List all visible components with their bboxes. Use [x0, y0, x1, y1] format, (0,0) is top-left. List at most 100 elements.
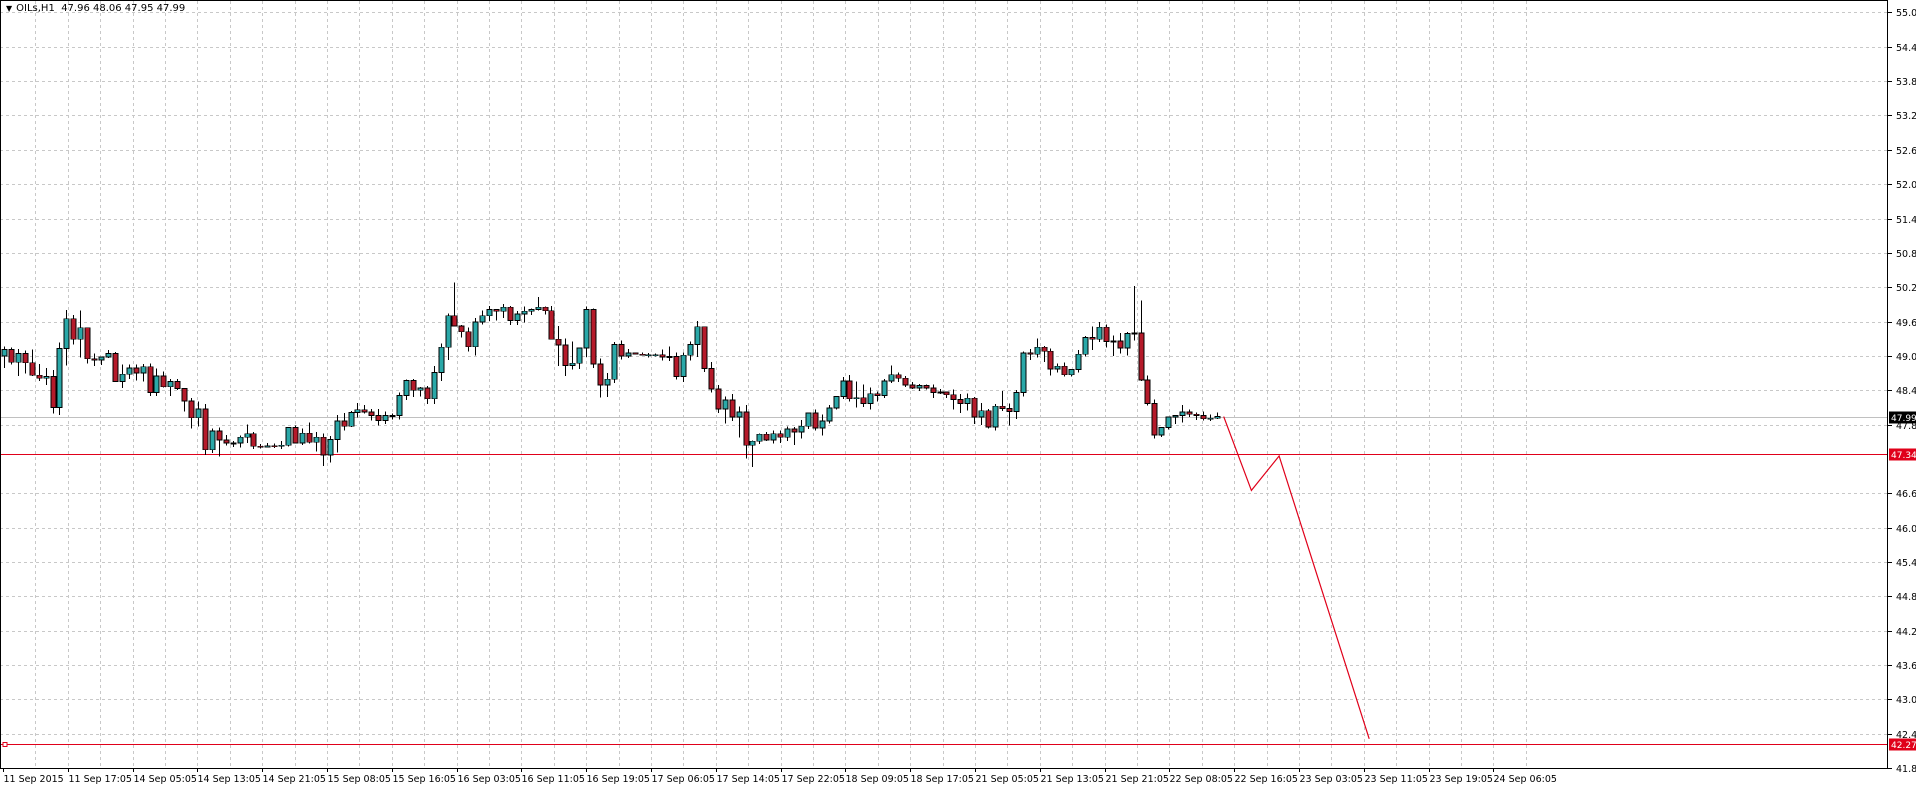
- candle-body: [451, 315, 458, 327]
- candle: [1207, 414, 1214, 422]
- time-axis[interactable]: 11 Sep 2015 11 Sep 17:05 14 Sep 05:05 14 Se…: [3, 768, 1557, 785]
- symbol-timeframe: OILs,H1: [16, 3, 55, 14]
- candle: [354, 402, 361, 418]
- dropdown-triangle-icon[interactable]: ▼: [6, 4, 13, 13]
- plot-frame: [0, 0, 1888, 769]
- candle: [237, 435, 244, 448]
- x-tick-label: 17 Sep 22:05: [782, 774, 845, 784]
- candle-body: [791, 428, 798, 433]
- candle-body: [514, 313, 521, 321]
- candle: [625, 349, 632, 359]
- x-tick-label: 18 Sep 09:05: [846, 774, 909, 784]
- candle: [1186, 409, 1193, 418]
- candle: [687, 341, 694, 361]
- candle-body: [105, 353, 112, 358]
- candle: [888, 365, 895, 383]
- candle: [1, 346, 8, 368]
- candle-body: [91, 358, 98, 361]
- candle-body: [521, 310, 528, 315]
- y-tick-label: 54.45: [1896, 43, 1916, 54]
- candle: [1089, 326, 1096, 351]
- candle-body: [1061, 365, 1068, 376]
- candle-body: [812, 412, 819, 429]
- current-price-text: 47.99: [1891, 414, 1916, 424]
- candle: [1165, 416, 1172, 430]
- candle-body: [943, 391, 950, 396]
- x-tick-label: 18 Sep 17:05: [911, 774, 974, 784]
- candle-body: [542, 306, 549, 312]
- candle: [112, 351, 119, 383]
- candle: [978, 402, 985, 426]
- candle: [320, 433, 327, 466]
- candle: [666, 346, 673, 362]
- grid: [0, 1, 1888, 769]
- candle: [895, 372, 902, 383]
- candle: [826, 405, 833, 424]
- candle-body: [237, 436, 244, 444]
- candle-body: [618, 344, 625, 357]
- candle: [964, 393, 971, 411]
- candle: [43, 367, 50, 386]
- candle-body: [985, 410, 992, 428]
- candle-body: [1075, 353, 1082, 371]
- level-anchor-marker[interactable]: [2, 742, 8, 747]
- candle: [396, 392, 403, 420]
- candle-body: [902, 377, 909, 386]
- candle-body: [701, 326, 708, 369]
- price-axis[interactable]: 55.05 54.45 53.85 53.25 52.65 52.05 51.45 50.85…: [1888, 8, 1916, 775]
- candle: [957, 394, 964, 414]
- candle: [763, 432, 770, 442]
- candle-body: [1006, 408, 1013, 412]
- candle-body: [77, 327, 84, 340]
- candle-body: [632, 352, 639, 355]
- candle-body: [1082, 337, 1089, 355]
- x-tick-label: 11 Sep 2015: [4, 774, 64, 784]
- candle-body: [341, 420, 348, 427]
- candle-body: [292, 427, 299, 444]
- projection-line[interactable]: [1223, 416, 1370, 739]
- x-tick-label: 21 Sep 13:05: [1041, 774, 1104, 784]
- candle: [361, 405, 368, 414]
- candle-body: [763, 433, 770, 441]
- candle-body: [1110, 340, 1117, 343]
- candle-body: [306, 432, 313, 443]
- y-tick-label: 55.05: [1896, 8, 1916, 19]
- candle-body: [63, 318, 70, 349]
- candle-body: [1214, 416, 1221, 419]
- y-tick-label: 42.45: [1896, 730, 1916, 741]
- candle: [736, 406, 743, 438]
- candle-body: [354, 409, 361, 413]
- candle-body: [1034, 346, 1041, 355]
- candle: [729, 394, 736, 422]
- candle-body: [230, 442, 237, 445]
- candle-body: [472, 321, 479, 348]
- candle: [167, 378, 174, 396]
- candle: [805, 412, 812, 430]
- candle: [479, 310, 486, 325]
- candle: [195, 401, 202, 427]
- candle-body: [43, 376, 50, 379]
- candle-body: [1047, 350, 1054, 370]
- candle: [1075, 350, 1082, 373]
- candle-body: [639, 353, 646, 356]
- candle-body: [1151, 402, 1158, 436]
- candle: [292, 425, 299, 444]
- candle-body: [777, 433, 784, 438]
- candle-body: [611, 344, 618, 380]
- candle-body: [507, 306, 514, 321]
- candle: [500, 303, 507, 319]
- candle-body: [1013, 392, 1020, 412]
- candle: [1172, 414, 1179, 424]
- candle: [923, 384, 930, 390]
- candle-body: [1193, 413, 1200, 416]
- x-tick-label: 16 Sep 19:05: [587, 774, 650, 784]
- candle: [576, 347, 583, 370]
- candle-body: [625, 352, 632, 357]
- candle-body: [909, 384, 916, 389]
- candle: [438, 343, 445, 382]
- candle-body: [22, 353, 29, 364]
- candle: [708, 362, 715, 393]
- candle-body: [417, 387, 424, 391]
